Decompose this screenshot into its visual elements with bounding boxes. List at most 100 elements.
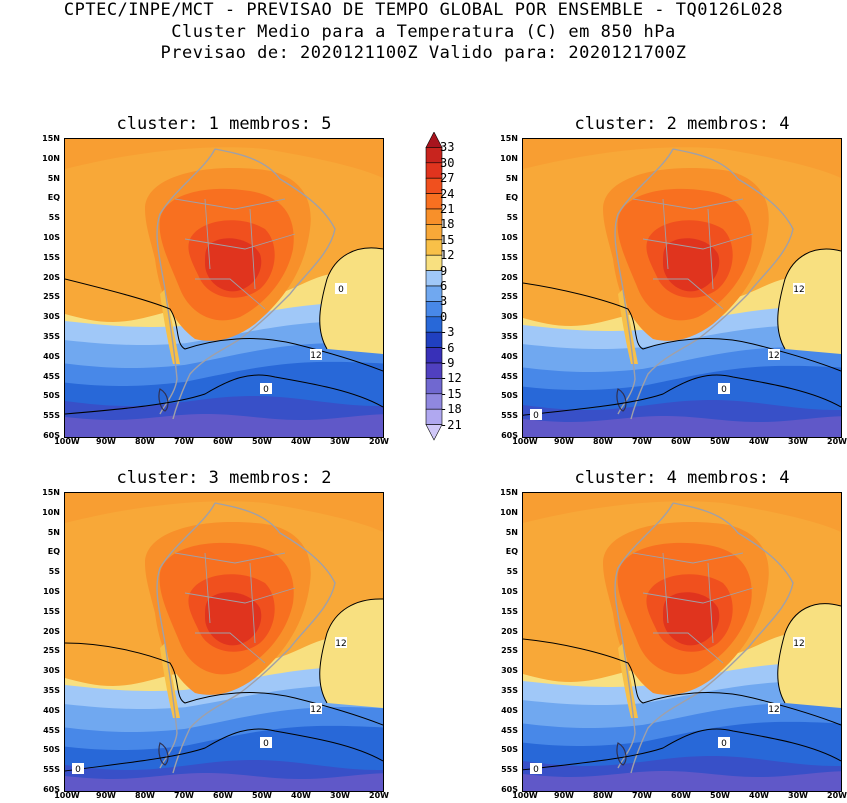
latitude-label: 60S bbox=[43, 431, 60, 440]
colorbar-label: 33 bbox=[440, 140, 455, 155]
contour-label-box bbox=[260, 737, 272, 748]
contour-label-box bbox=[530, 409, 542, 420]
latitude-label: 40S bbox=[43, 705, 60, 715]
contour-label: 0 bbox=[338, 285, 344, 295]
colorbar-label: 6 bbox=[440, 279, 448, 293]
latitude-label: 55S bbox=[43, 411, 60, 421]
latitude-label: 15N bbox=[42, 488, 60, 497]
temperature-map-cluster-2: 12 12 0 0 bbox=[522, 138, 842, 438]
latitude-label: EQ bbox=[47, 193, 60, 203]
latitude-label: 15S bbox=[43, 606, 60, 616]
temperature-map-cluster-4: 12 12 0 0 bbox=[522, 492, 842, 792]
latitude-label: 30S bbox=[501, 312, 518, 322]
latitude-label: 35S bbox=[501, 686, 518, 695]
latitude-label: 10S bbox=[501, 587, 518, 596]
contour-label-box bbox=[335, 283, 347, 294]
latitude-label: EQ bbox=[505, 193, 518, 203]
longitude-label: 30W bbox=[330, 791, 350, 800]
latitude-label: 10S bbox=[501, 233, 518, 242]
longitude-label: 20W bbox=[369, 437, 389, 446]
latitude-label: 15N bbox=[500, 134, 518, 143]
colorbar-label: 0 bbox=[440, 309, 448, 324]
colorbar-label: 21 bbox=[440, 202, 455, 216]
latitude-label: 20S bbox=[43, 272, 60, 282]
latitude-label: 50S bbox=[501, 391, 518, 401]
contour-label: 0 bbox=[533, 765, 539, 775]
latitude-label: 25S bbox=[501, 292, 518, 302]
contour-label: 0 bbox=[721, 739, 727, 749]
longitude-label: 30W bbox=[788, 791, 808, 800]
longitude-label: 40W bbox=[291, 791, 311, 800]
latitude-label: 50S bbox=[43, 391, 60, 401]
contour-label: 0 bbox=[263, 739, 269, 749]
contour-label: 12 bbox=[793, 639, 804, 649]
latitude-label: 10N bbox=[42, 507, 60, 517]
latitude-label: 55S bbox=[501, 411, 518, 421]
longitude-label: 60W bbox=[213, 791, 233, 800]
longitude-label: 40W bbox=[291, 437, 311, 446]
panel-4-title: cluster: 4 membros: 4 bbox=[574, 468, 790, 488]
panel-2-title: cluster: 2 membros: 4 bbox=[574, 114, 790, 134]
panel-1-title: cluster: 1 membros: 5 bbox=[116, 114, 332, 134]
colorbar-label: -12 bbox=[440, 371, 462, 386]
latitude-label: 25S bbox=[43, 292, 60, 302]
longitude-label: 90W bbox=[96, 791, 116, 800]
latitude-label: 35S bbox=[43, 332, 60, 341]
longitude-label: 60W bbox=[671, 791, 691, 800]
temperature-map-cluster-3: 12 12 0 0 bbox=[64, 492, 384, 792]
map-canvas: 12 12 0 0 bbox=[65, 493, 383, 791]
longitude-label: 50W bbox=[252, 791, 272, 800]
latitude-label: 15S bbox=[43, 252, 60, 262]
latitude-label: 30S bbox=[501, 666, 518, 676]
latitude-label: 5S bbox=[48, 567, 60, 577]
contour-label-box bbox=[768, 703, 780, 714]
longitude-label: 90W bbox=[554, 791, 574, 800]
latitude-label: 20S bbox=[43, 626, 60, 636]
contour-label-box bbox=[793, 637, 805, 648]
longitude-label: 40W bbox=[749, 791, 769, 800]
latitude-label: 5N bbox=[505, 173, 518, 183]
header-line-1: CPTEC/INPE/MCT - PREVISAO DE TEMPO GLOBA… bbox=[63, 0, 784, 20]
latitude-label: 45S bbox=[501, 725, 518, 735]
contour-label-box bbox=[718, 737, 730, 748]
longitude-label: 20W bbox=[827, 437, 847, 446]
latitude-label: 40S bbox=[43, 351, 60, 361]
colorbar-label: 3 bbox=[440, 294, 448, 309]
contour-label-box bbox=[793, 283, 805, 294]
longitude-label: 60W bbox=[671, 437, 691, 446]
latitude-label: 35S bbox=[501, 332, 518, 341]
latitude-label: 15N bbox=[42, 134, 60, 143]
latitude-label: 10N bbox=[500, 153, 518, 163]
contour-label-box bbox=[530, 763, 542, 774]
colorbar-label: 18 bbox=[440, 217, 455, 232]
longitude-label: 70W bbox=[632, 791, 652, 800]
contour-label: 0 bbox=[75, 765, 81, 775]
contour-label: 12 bbox=[310, 705, 321, 715]
latitude-label: 45S bbox=[501, 371, 518, 381]
longitude-label: 70W bbox=[174, 791, 194, 800]
latitude-label: 60S bbox=[501, 785, 518, 794]
contour-label-box bbox=[335, 637, 347, 648]
longitude-label: 100W bbox=[54, 437, 80, 446]
longitude-label: 80W bbox=[593, 437, 613, 446]
contour-label-box bbox=[718, 383, 730, 394]
longitude-label: 40W bbox=[749, 437, 769, 446]
header-line-3: Previsao de: 2020121100Z Valido para: 20… bbox=[160, 43, 687, 63]
longitude-label: 100W bbox=[512, 791, 538, 800]
latitude-label: 10N bbox=[500, 507, 518, 517]
latitude-label: 40S bbox=[501, 351, 518, 361]
colorbar-label: 15 bbox=[440, 232, 455, 247]
colorbar-label: 30 bbox=[440, 155, 455, 170]
colorbar-label: -21 bbox=[440, 417, 462, 432]
colorbar-swatch bbox=[425, 424, 443, 441]
colorbar-label: 27 bbox=[440, 171, 455, 186]
colorbar-label: -3 bbox=[440, 325, 455, 340]
header-line-2: Cluster Medio para a Temperatura (C) em … bbox=[171, 22, 676, 42]
colorbar-label: 9 bbox=[440, 263, 448, 278]
colorbar-label: 24 bbox=[440, 186, 455, 201]
longitude-label: 80W bbox=[135, 791, 155, 800]
colorbar-label: -6 bbox=[440, 340, 455, 355]
colorbar-label: -15 bbox=[440, 386, 462, 401]
panel-3-title: cluster: 3 membros: 2 bbox=[116, 468, 332, 488]
longitude-label: 100W bbox=[54, 791, 80, 800]
